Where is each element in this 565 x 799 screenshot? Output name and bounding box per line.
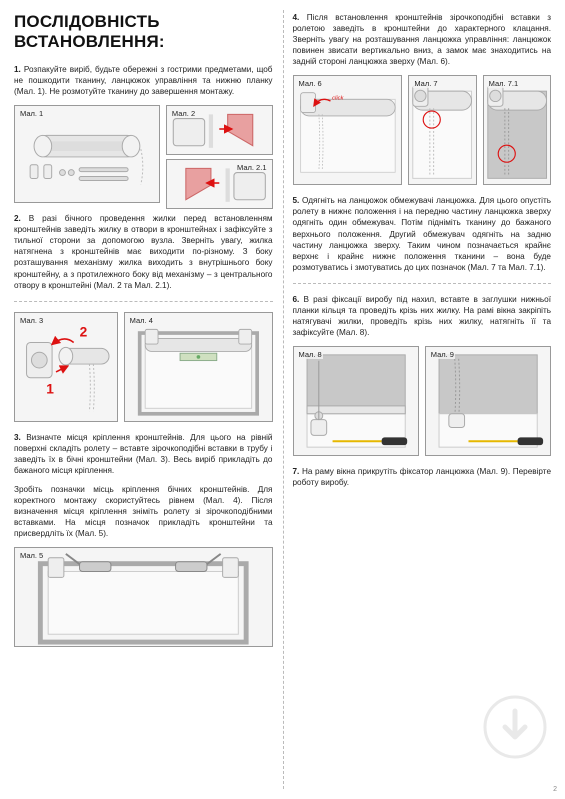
step-7-text: 7. На раму вікна прикрутіть фіксатор лан… — [293, 466, 552, 488]
step-1-text: 1. Розпакуйте виріб, будьте обережні з г… — [14, 64, 273, 97]
figrow-8-9: Мал. 8 Мал. 9 — [293, 346, 552, 456]
figure-9: Мал. 9 — [425, 346, 551, 456]
step-2-num: 2. — [14, 214, 21, 223]
step-6-num: 6. — [293, 295, 300, 304]
figure-2-1-label: Мал. 2.1 — [236, 163, 267, 172]
step-5-body: Одягніть на ланцюжок обмежувачі ланцюжка… — [293, 196, 552, 271]
figure-5-label: Мал. 5 — [19, 551, 44, 560]
figure-7: Мал. 7 — [408, 75, 476, 185]
step-3a-body: Визначте місця кріплення кронштейнів. Дл… — [14, 433, 273, 475]
step-2-text: 2. В разі бічного проведення жилки перед… — [14, 213, 273, 290]
figure-6: Мал. 6 click — [293, 75, 403, 185]
step-6-text: 6. В разі фіксації виробу під нахил, вст… — [293, 294, 552, 338]
step-7-body: На раму вікна прикрутіть фіксатор ланцюж… — [293, 467, 552, 487]
left-column: ПОСЛІДОВНІСТЬ ВСТАНОВЛЕННЯ: 1. Розпакуйт… — [0, 0, 283, 799]
figrow-6-7: Мал. 6 click Мал. 7 — [293, 75, 552, 185]
step-1-num: 1. — [14, 65, 21, 74]
step-5-num: 5. — [293, 196, 300, 205]
figure-7-1: Мал. 7.1 — [483, 75, 551, 185]
svg-text:1: 1 — [46, 381, 54, 396]
figure-2-1: Мал. 2.1 — [166, 159, 273, 209]
figure-8: Мал. 8 — [293, 346, 419, 456]
step-5-text: 5. Одягніть на ланцюжок обмежувачі ланцю… — [293, 195, 552, 272]
watermark-icon — [483, 695, 547, 759]
figure-9-label: Мал. 9 — [430, 350, 455, 359]
step-3b-text: Зробіть позначки місць кріплення бічних … — [14, 484, 273, 539]
figure-8-label: Мал. 8 — [298, 350, 323, 359]
figrow-1-2: Мал. 1 Мал. 2 — [14, 105, 273, 203]
page-title: ПОСЛІДОВНІСТЬ ВСТАНОВЛЕННЯ: — [14, 12, 273, 52]
step-4-num: 4. — [293, 13, 300, 22]
horizontal-divider-right — [293, 283, 552, 284]
figure-1-label: Мал. 1 — [19, 109, 44, 118]
step-4-text: 4. Після встановлення кронштейнів зірочк… — [293, 12, 552, 67]
figure-7-1-label: Мал. 7.1 — [488, 79, 519, 88]
page-number: 2 — [553, 786, 557, 793]
figure-6-label: Мал. 6 — [298, 79, 323, 88]
figure-2-label: Мал. 2 — [171, 109, 196, 118]
figrow-3-4: Мал. 3 2 1 Мал. 4 — [14, 312, 273, 422]
figure-1: Мал. 1 — [14, 105, 160, 203]
figure-4-label: Мал. 4 — [129, 316, 154, 325]
figure-5: Мал. 5 — [14, 547, 273, 647]
figrow-5: Мал. 5 — [14, 547, 273, 647]
figure-2: Мал. 2 — [166, 105, 273, 155]
step-6-body: В разі фіксації виробу під нахил, вставт… — [293, 295, 552, 337]
figure-3: Мал. 3 2 1 — [14, 312, 118, 422]
svg-text:2: 2 — [80, 324, 88, 339]
step-1-body: Розпакуйте виріб, будьте обережні з гост… — [14, 65, 273, 96]
step-3a-text: 3. Визначте місця кріплення кронштейнів.… — [14, 432, 273, 476]
step-2-body: В разі бічного проведення жилки перед вс… — [14, 214, 273, 289]
step-3b-body: Зробіть позначки місць кріплення бічних … — [14, 485, 273, 538]
step-7-num: 7. — [293, 467, 300, 476]
right-column: 4. Після встановлення кронштейнів зірочк… — [283, 0, 565, 799]
horizontal-divider-left — [14, 301, 273, 302]
figure-4: Мал. 4 — [124, 312, 273, 422]
click-label: click — [332, 96, 344, 102]
figure-3-label: Мал. 3 — [19, 316, 44, 325]
step-3-num: 3. — [14, 433, 21, 442]
step-4-body: Після встановлення кронштейнів зірочкопо… — [293, 13, 552, 66]
figure-7-label: Мал. 7 — [413, 79, 438, 88]
